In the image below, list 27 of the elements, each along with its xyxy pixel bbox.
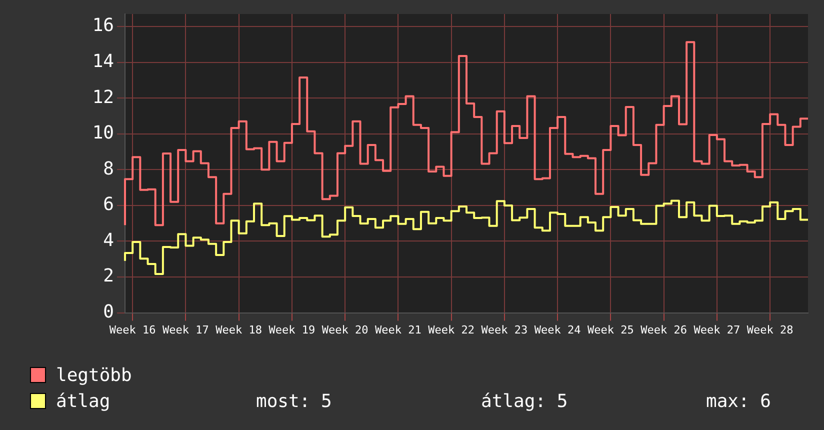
x-tick-label: Week 18	[216, 323, 262, 336]
x-tick-label: Week 25	[588, 323, 634, 336]
x-tick-label: Week 22	[428, 323, 474, 336]
x-tick-label: Week 23	[481, 323, 528, 336]
y-tick-label: 8	[103, 158, 114, 180]
x-tick-label: Week 27	[694, 323, 740, 336]
legend-label: átlag	[56, 390, 112, 412]
x-tick-label: Week 17	[162, 323, 209, 336]
x-tick-label: Week 21	[375, 323, 422, 336]
x-tick-label: Week 20	[322, 323, 368, 336]
x-tick-label: Week 24	[534, 323, 582, 336]
y-tick-label: 2	[103, 266, 114, 287]
x-tick-label: Week 16	[109, 323, 156, 336]
y-tick-label: 10	[92, 122, 114, 144]
x-tick-label: Week 19	[268, 323, 316, 336]
y-tick-label: 14	[92, 50, 114, 72]
legend-label: legtöbb	[56, 364, 133, 386]
y-tick-label: 4	[103, 230, 114, 251]
text: átlag: 5	[481, 390, 569, 412]
x-tick-label: Week 28	[746, 323, 794, 336]
text: most: 5	[256, 390, 333, 412]
y-tick-label: 12	[92, 86, 114, 108]
y-tick-label: 16	[92, 15, 114, 36]
y-tick-label: 0	[103, 301, 114, 322]
text: max: 6	[706, 390, 772, 412]
y-tick-label: 6	[103, 194, 114, 216]
x-tick-label: Week 26	[640, 323, 687, 336]
